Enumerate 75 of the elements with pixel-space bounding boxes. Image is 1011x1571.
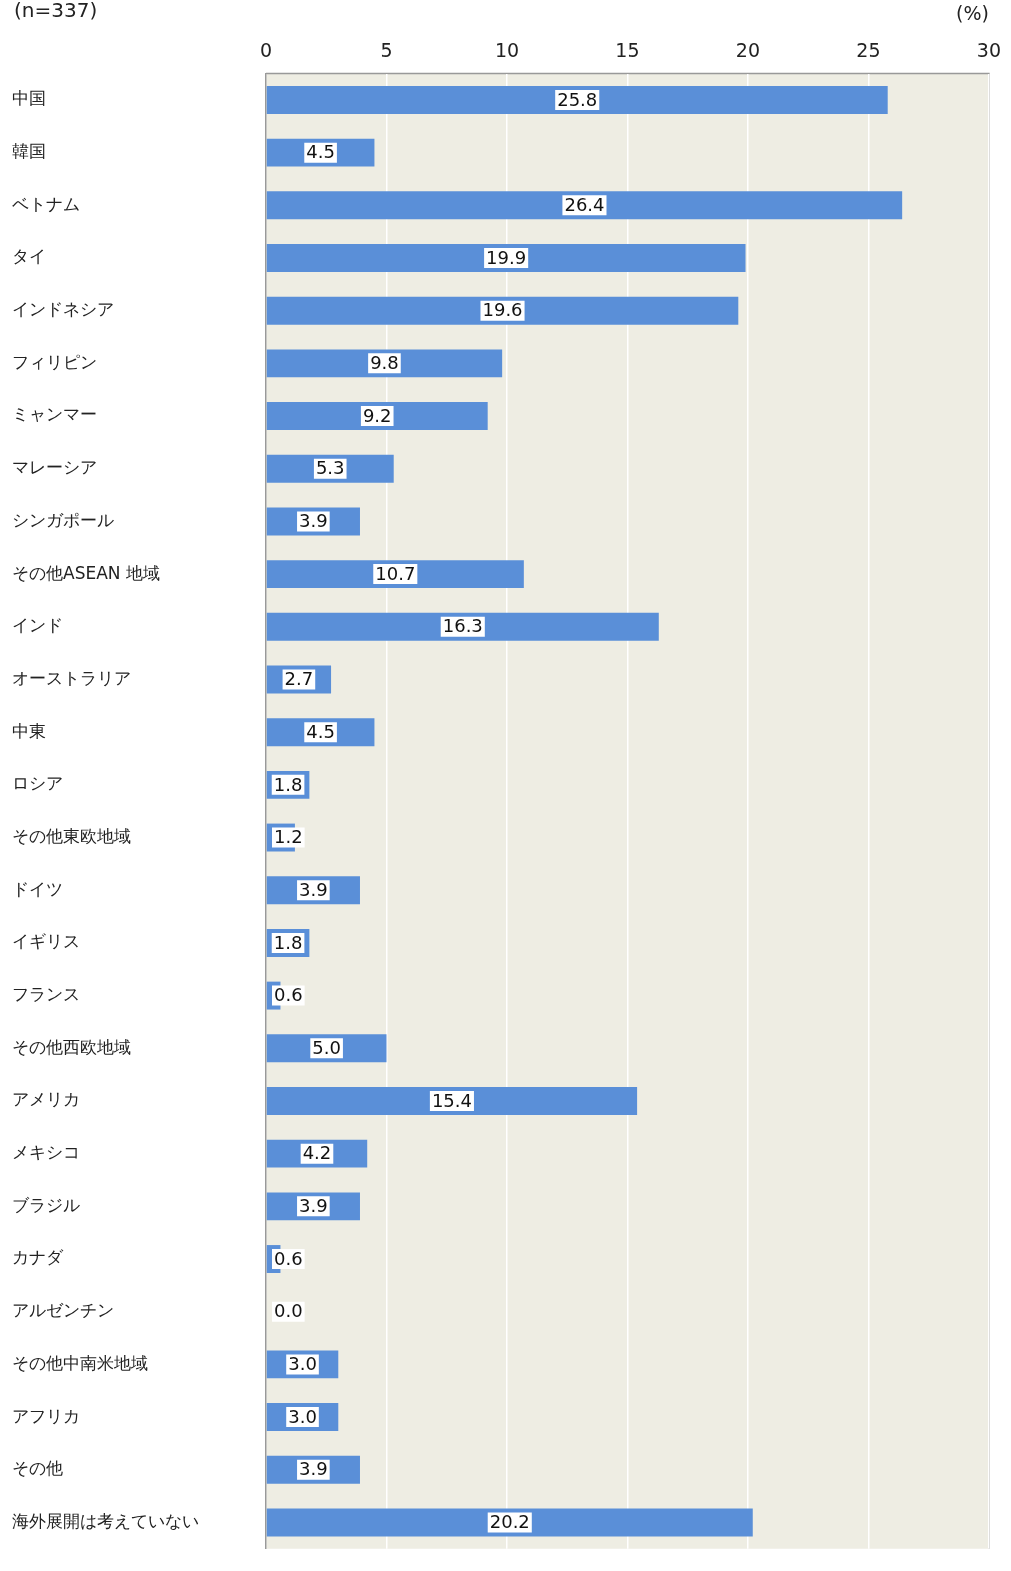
y-tick-label: 中国 <box>12 88 46 109</box>
y-tick-label: アルゼンチン <box>12 1300 114 1321</box>
data-label: 19.9 <box>486 246 527 268</box>
bar <box>266 191 903 220</box>
y-tick-label: その他西欧地域 <box>12 1036 131 1057</box>
x-axis-title: (%) <box>956 2 989 25</box>
bar <box>266 296 739 325</box>
y-tick-label: シンガポール <box>12 509 114 530</box>
bar <box>266 402 488 431</box>
y-tick-label: メキシコ <box>12 1142 80 1163</box>
y-tick-label: ドイツ <box>12 878 63 899</box>
x-tick-label: 30 <box>976 39 1002 62</box>
y-tick-label: 中東 <box>12 720 46 741</box>
y-tick-label: オーストラリア <box>12 667 131 688</box>
y-tick-label: 海外展開は考えていない <box>12 1510 199 1531</box>
data-label: 26.4 <box>564 193 605 215</box>
x-tick-label: 5 <box>380 39 393 62</box>
x-tick-label: 25 <box>856 39 881 62</box>
data-label: 4.5 <box>306 141 335 163</box>
data-label: 20.2 <box>489 1511 530 1533</box>
data-label: 10.7 <box>375 562 416 584</box>
text: (n=337) <box>14 0 98 23</box>
bar <box>266 85 888 114</box>
y-tick-label: イギリス <box>12 931 80 952</box>
data-label: 5.3 <box>315 457 345 479</box>
data-label: 3.9 <box>299 1195 328 1217</box>
y-tick-label: マレーシア <box>12 457 97 478</box>
x-tick-label: 10 <box>494 39 520 62</box>
data-label: 0.0 <box>273 1300 303 1322</box>
y-tick-label: インド <box>12 615 63 636</box>
data-label: 3.9 <box>299 1458 328 1480</box>
data-label: 3.9 <box>299 878 328 900</box>
y-tick-label: その他東欧地域 <box>12 825 131 846</box>
y-tick-label: その他 <box>12 1458 63 1479</box>
x-tick-label: 20 <box>735 39 761 62</box>
y-tick-label: フィリピン <box>12 351 97 372</box>
bar <box>266 612 659 641</box>
data-label: 19.6 <box>482 299 523 321</box>
y-tick-label: 韓国 <box>12 141 46 162</box>
data-label: 4.2 <box>302 1142 332 1164</box>
bar <box>266 1508 753 1537</box>
data-label: 2.7 <box>284 668 314 690</box>
data-label: 0.6 <box>273 984 303 1006</box>
y-tick-label: ロシア <box>12 773 63 794</box>
y-tick-label: タイ <box>12 246 46 267</box>
y-tick-label: インドネシア <box>12 299 114 320</box>
y-tick-label: アメリカ <box>12 1089 80 1110</box>
data-label: 25.8 <box>557 88 598 110</box>
y-tick-label: ミャンマー <box>12 404 97 425</box>
bar <box>266 560 524 589</box>
y-tick-label: その他中南米地域 <box>12 1352 148 1373</box>
data-label: 9.8 <box>370 352 399 374</box>
bar <box>266 244 746 272</box>
x-tick-label: 0 <box>259 39 273 62</box>
data-label: 1.2 <box>273 826 303 848</box>
data-label: 9.2 <box>362 404 392 426</box>
data-label: 3.9 <box>299 510 328 532</box>
y-tick-label: ブラジル <box>12 1194 80 1215</box>
data-label: 3.0 <box>288 1405 317 1427</box>
data-label: 1.8 <box>273 773 303 795</box>
data-label: 1.8 <box>273 931 303 953</box>
data-label: 5.0 <box>312 1036 341 1058</box>
data-label: 0.6 <box>273 1247 303 1269</box>
data-label: 15.4 <box>431 1089 472 1111</box>
bar <box>266 1087 638 1115</box>
y-tick-label: アフリカ <box>12 1405 80 1426</box>
data-label: 4.5 <box>306 720 335 742</box>
x-tick-label: 15 <box>615 39 640 62</box>
y-tick-label: ベトナム <box>12 193 80 214</box>
data-label: 16.3 <box>442 615 483 637</box>
y-tick-label: その他ASEAN 地域 <box>12 562 160 583</box>
data-label: 3.0 <box>288 1353 317 1375</box>
y-tick-label: フランス <box>12 984 80 1005</box>
bar <box>266 349 503 378</box>
y-tick-label: カナダ <box>12 1247 64 1268</box>
